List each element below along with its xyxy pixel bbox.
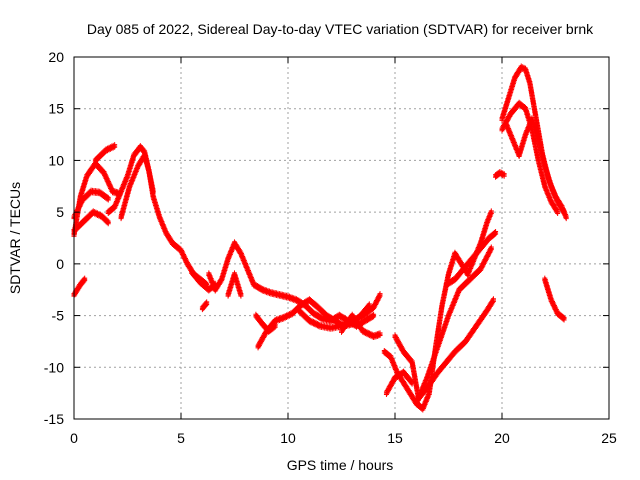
series-track-3 xyxy=(71,208,111,235)
data-point xyxy=(203,302,209,308)
data-point xyxy=(112,144,118,150)
series-track-5 xyxy=(92,142,118,165)
data-point xyxy=(81,279,87,285)
series-track-7 xyxy=(118,151,156,222)
series-track-9 xyxy=(199,299,210,313)
data-point xyxy=(150,190,156,196)
data-points xyxy=(71,63,569,413)
data-point xyxy=(105,221,111,227)
data-point xyxy=(105,197,111,203)
data-point xyxy=(204,301,210,307)
data-point xyxy=(82,278,88,284)
chart-title: Day 085 of 2022, Sidereal Day-to-day VTE… xyxy=(87,21,594,37)
